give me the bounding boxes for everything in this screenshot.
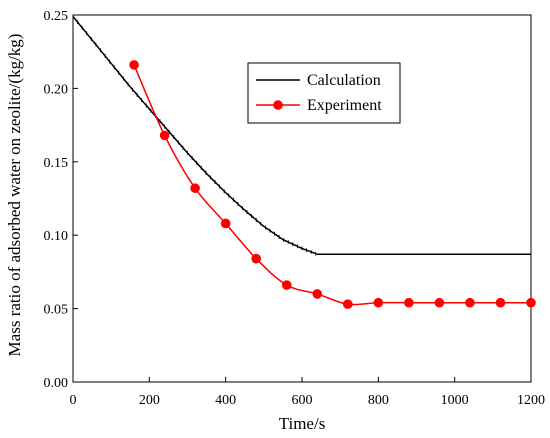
x-tick-label: 1000	[441, 393, 469, 408]
data-point-experiment	[159, 130, 170, 141]
data-point-experiment	[373, 297, 384, 308]
data-point-experiment	[404, 297, 414, 308]
legend-label-calculation: Calculation	[307, 72, 381, 89]
axis-ticks: 0 200 400 600 800 1000 1200 0.00 0.05 0.10 0.15 0.2…	[44, 9, 546, 408]
legend-label-experiment: Experiment	[307, 97, 382, 114]
y-tick-label: 0.00	[44, 376, 69, 391]
x-tick-label: 400	[215, 393, 236, 408]
x-tick-label: 0	[70, 393, 77, 408]
legend: Calculation Experiment	[247, 62, 401, 124]
data-point-experiment	[434, 297, 445, 308]
y-tick-label: 0.20	[44, 82, 69, 97]
data-point-experiment	[495, 297, 506, 308]
data-point-experiment	[312, 289, 323, 299]
data-point-experiment	[281, 280, 292, 290]
data-point-experiment	[129, 60, 139, 70]
y-tick-label: 0.15	[44, 156, 69, 171]
y-tick-label: 0.10	[44, 229, 69, 244]
y-axis-title: Mass ratio of adsorbed water on zeolite/…	[5, 34, 24, 357]
data-point-experiment	[220, 218, 231, 229]
y-tick-label: 0.25	[44, 9, 69, 24]
data-point-experiment	[190, 183, 200, 194]
series-layer	[72, 14, 536, 309]
data-point-experiment	[251, 253, 262, 264]
legend-marker-experiment	[273, 100, 283, 110]
x-axis-title: Time/s	[279, 414, 326, 433]
x-tick-label: 800	[368, 393, 389, 408]
legend-box	[247, 62, 401, 124]
x-tick-label: 1200	[517, 393, 545, 408]
data-point-experiment	[343, 299, 353, 309]
x-tick-label: 600	[292, 393, 313, 408]
data-point-experiment	[526, 297, 536, 308]
x-tick-label: 200	[139, 393, 160, 408]
series-line-calculation	[72, 15, 531, 256]
y-tick-label: 0.05	[44, 303, 69, 318]
data-point-experiment	[465, 297, 475, 308]
